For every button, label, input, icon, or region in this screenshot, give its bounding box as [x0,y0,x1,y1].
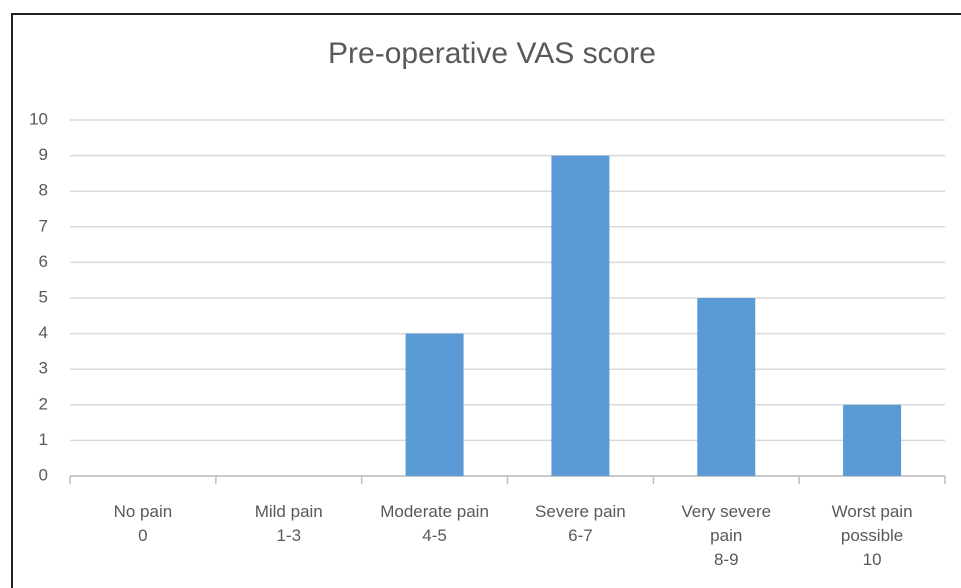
bar [551,155,610,476]
y-tick-label: 2 [39,394,48,413]
y-tick-label: 3 [39,359,48,378]
bar [697,298,756,476]
bar [405,333,464,476]
bar [843,404,902,476]
x-tick-label: Very severe pain 8-9 [681,502,772,569]
x-tick-label: Mild pain 1-3 [254,502,323,545]
y-tick-label: 4 [39,323,48,342]
y-tick-label: 1 [39,430,48,449]
y-tick-label: 0 [39,465,48,484]
y-tick-label: 7 [39,216,48,235]
x-tick-label: Moderate pain 4-5 [380,502,489,545]
chart-frame [11,13,961,588]
y-tick-label: 8 [39,181,48,200]
x-tick-label: No pain 0 [113,502,173,545]
x-tick-label: Severe pain 6-7 [535,502,626,545]
y-tick-label: 9 [39,145,48,164]
y-tick-label: 5 [39,287,48,306]
y-tick-label: 6 [39,252,48,271]
x-tick-label: Worst pain possible 10 [831,502,913,569]
y-tick-label: 10 [29,109,48,128]
chart-title: Pre-operative VAS score [328,37,656,70]
